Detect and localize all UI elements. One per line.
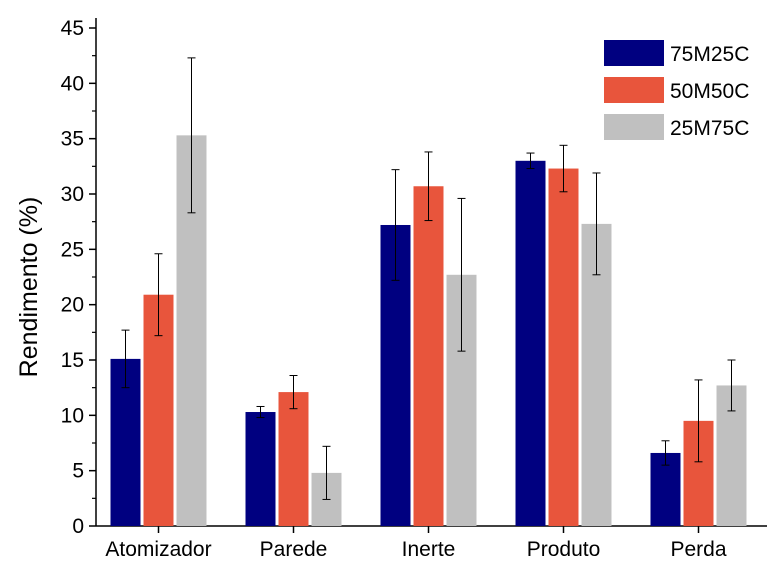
y-tick-label: 15 (61, 349, 84, 372)
y-tick-label: 5 (72, 460, 84, 483)
y-tick-label: 45 (61, 17, 84, 40)
y-tick-label: 25 (61, 238, 84, 261)
y-tick-label: 35 (61, 128, 84, 151)
legend-swatch (604, 114, 664, 140)
legend-swatch (604, 77, 664, 103)
x-category-label: Atomizador (105, 538, 211, 561)
legend: 75M25C 50M50C 25M75C (604, 40, 749, 140)
x-category-label: Parede (260, 538, 328, 561)
x-category-label: Inerte (402, 538, 456, 561)
y-tick-label: 10 (61, 404, 84, 427)
x-category-label: Perda (670, 538, 726, 561)
y-tick-label: 20 (61, 294, 84, 317)
legend-label: 75M25C (670, 43, 749, 66)
legend-label: 25M75C (670, 117, 749, 140)
legend-swatch (604, 40, 664, 66)
y-tick-label: 30 (61, 183, 84, 206)
x-category-label: Produto (527, 538, 601, 561)
y-tick-label: 40 (61, 72, 84, 95)
tick-labels: 0 5 10 15 20 25 30 35 40 45 Atomizador Parede Inerte… (61, 17, 727, 561)
y-tick-label: 0 (72, 515, 84, 538)
bar (278, 392, 309, 526)
error-bars (121, 57, 736, 500)
legend-label: 50M50C (670, 80, 749, 103)
bar (515, 160, 546, 527)
y-axis-title: Rendimento (%) (15, 197, 43, 378)
bar (548, 168, 579, 526)
bar (245, 412, 276, 526)
bar (413, 186, 444, 526)
